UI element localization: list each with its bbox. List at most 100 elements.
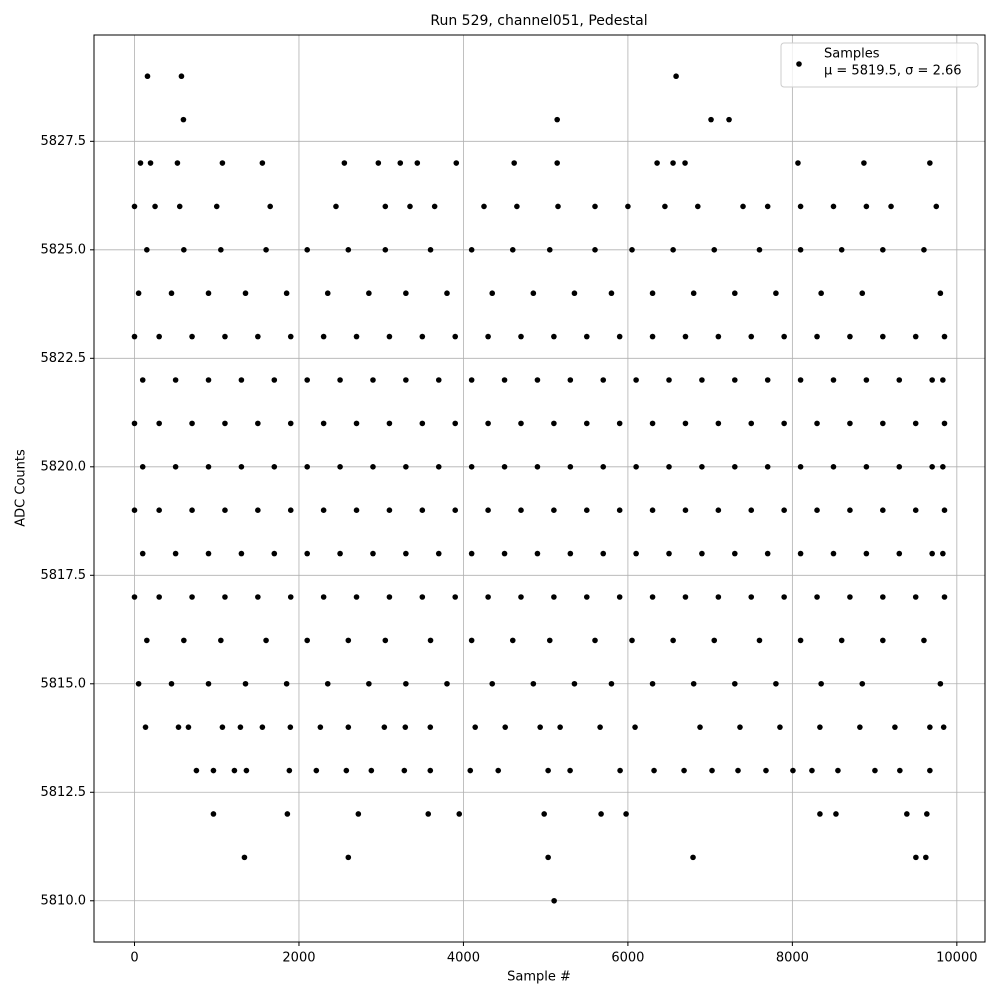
data-point <box>222 507 228 513</box>
data-point <box>172 377 179 383</box>
data-point <box>896 464 903 470</box>
data-point <box>238 550 245 557</box>
data-point <box>913 854 919 861</box>
data-point <box>666 550 672 557</box>
data-point <box>633 550 639 557</box>
data-point <box>135 290 142 297</box>
data-point <box>927 724 933 730</box>
data-point <box>452 420 459 427</box>
data-point <box>830 464 837 470</box>
data-point <box>697 724 703 730</box>
data-point <box>673 73 679 80</box>
legend-note: μ = 5819.5, σ = 2.66 <box>824 64 962 79</box>
data-point <box>711 247 718 253</box>
data-point <box>649 507 656 513</box>
data-point <box>205 680 212 687</box>
data-point <box>401 767 408 774</box>
data-point <box>137 160 144 166</box>
data-point <box>859 290 866 297</box>
data-point <box>514 203 520 210</box>
data-point <box>238 377 245 383</box>
data-point <box>892 724 898 730</box>
data-point <box>219 724 226 730</box>
data-point <box>929 550 935 557</box>
data-point <box>880 637 886 644</box>
data-point <box>284 811 291 817</box>
data-point <box>237 724 244 730</box>
data-point <box>781 420 787 427</box>
data-point <box>131 594 138 600</box>
data-point <box>690 854 696 861</box>
data-point <box>732 550 738 557</box>
data-point <box>838 247 845 253</box>
data-point <box>353 333 360 340</box>
data-point <box>608 680 615 687</box>
data-point <box>242 290 249 297</box>
y-tick-label: 5812.5 <box>41 785 87 800</box>
data-point <box>353 594 360 600</box>
data-point <box>797 637 804 644</box>
data-point <box>830 377 837 383</box>
data-point <box>551 594 557 600</box>
data-point <box>263 637 269 644</box>
data-point <box>403 680 409 687</box>
data-point <box>937 680 944 687</box>
data-point <box>888 203 894 210</box>
data-point <box>571 680 578 687</box>
data-point <box>545 854 551 861</box>
data-point <box>189 594 195 600</box>
data-point <box>818 290 824 297</box>
plot-frame <box>93 34 986 943</box>
data-point <box>468 377 475 383</box>
data-point <box>267 203 273 210</box>
data-point <box>485 333 491 340</box>
data-point <box>287 724 294 730</box>
data-point <box>715 594 722 600</box>
data-point <box>940 377 946 383</box>
x-tick-label: 10000 <box>936 951 977 966</box>
y-tick-label: 5820.0 <box>41 459 87 474</box>
data-point <box>651 767 657 774</box>
x-tick-label: 8000 <box>776 951 809 966</box>
data-point <box>435 464 442 470</box>
data-point <box>921 637 927 644</box>
data-point <box>592 247 598 253</box>
data-point <box>382 247 389 253</box>
data-point <box>139 550 146 557</box>
data-point <box>345 724 352 730</box>
data-point <box>489 290 496 297</box>
data-point <box>896 550 903 557</box>
data-point <box>172 550 179 557</box>
data-point <box>600 550 607 557</box>
data-point <box>283 290 290 297</box>
data-point <box>817 811 823 817</box>
data-point <box>670 160 676 166</box>
data-point <box>271 550 278 557</box>
data-point <box>924 811 930 817</box>
data-point <box>427 767 434 774</box>
data-point <box>304 550 310 557</box>
data-point <box>763 767 769 774</box>
data-point <box>764 377 771 383</box>
data-point <box>518 420 524 427</box>
x-axis-label: Sample # <box>507 970 571 985</box>
data-point <box>681 767 687 774</box>
data-point <box>927 767 933 774</box>
data-point <box>748 507 755 513</box>
data-point <box>554 116 560 123</box>
data-point <box>781 333 787 340</box>
data-point <box>419 507 426 513</box>
data-point <box>337 464 343 470</box>
data-point <box>210 767 217 774</box>
data-point <box>131 420 138 427</box>
data-point <box>189 420 195 427</box>
data-point <box>427 724 434 730</box>
data-point <box>857 724 863 730</box>
chart-title: Run 529, channel051, Pedestal <box>430 13 647 29</box>
data-point <box>152 203 158 210</box>
data-point <box>633 377 639 383</box>
data-point <box>313 767 320 774</box>
legend-label: Samples <box>824 47 880 62</box>
data-point <box>468 464 475 470</box>
data-point <box>259 724 266 730</box>
